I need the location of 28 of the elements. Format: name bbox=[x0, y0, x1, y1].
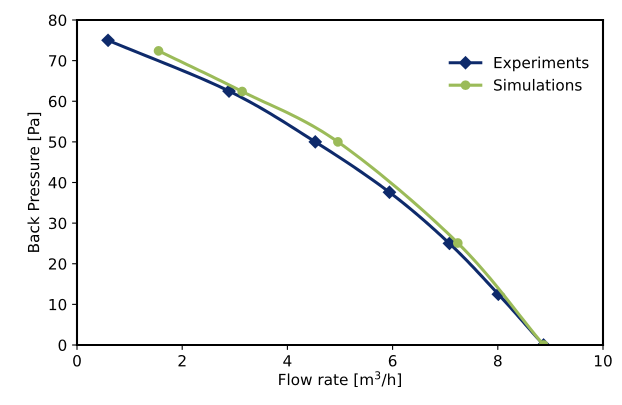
point bbox=[154, 46, 164, 56]
x-tick-label: 0 bbox=[73, 354, 81, 367]
point bbox=[333, 137, 343, 147]
x-tick-label: 8 bbox=[494, 354, 502, 367]
point bbox=[452, 238, 463, 248]
y-tick-label: 60 bbox=[48, 96, 66, 108]
x-axis-title: Flow rate [m$^{3}$/h] bbox=[279, 371, 401, 388]
y-tick-label: 0 bbox=[58, 339, 66, 352]
legend-label: Experiments bbox=[494, 56, 589, 72]
y-tick-label: 80 bbox=[48, 14, 66, 26]
point bbox=[442, 236, 456, 250]
x-tick-label: 2 bbox=[178, 354, 186, 366]
y-axis-title: Back Pressure [Pa] bbox=[27, 112, 42, 252]
x-tick-label: 6 bbox=[388, 354, 396, 367]
y-tick-label: 20 bbox=[48, 258, 66, 270]
x-tick-label: 4 bbox=[283, 355, 292, 366]
point bbox=[308, 135, 322, 148]
point bbox=[382, 186, 396, 199]
y-tick-label: 40 bbox=[48, 176, 66, 189]
legend-label: Simulations bbox=[494, 78, 582, 91]
y-tick-label: 50 bbox=[49, 136, 66, 148]
y-tick-label: 30 bbox=[49, 218, 66, 230]
point bbox=[237, 86, 248, 96]
x-tick-label: 10 bbox=[594, 354, 612, 367]
point bbox=[222, 84, 236, 98]
y-tick-label: 10 bbox=[50, 298, 66, 310]
y-tick-label: 70 bbox=[49, 55, 66, 67]
point bbox=[101, 34, 115, 47]
